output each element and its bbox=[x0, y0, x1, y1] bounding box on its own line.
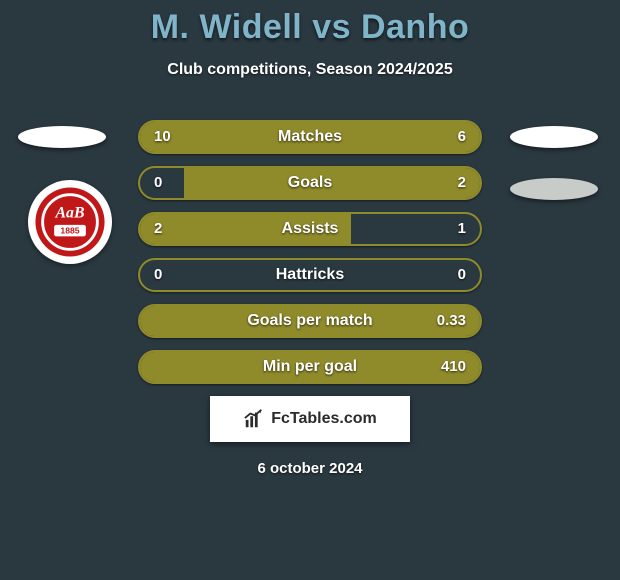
comparison-bars: 106Matches 02Goals 21Assists 00Hattricks 0.3… bbox=[138, 120, 482, 396]
stat-bar: 0.33Goals per match bbox=[138, 304, 482, 338]
stat-bar: 410Min per goal bbox=[138, 350, 482, 384]
stat-bar: 02Goals bbox=[138, 166, 482, 200]
svg-text:1885: 1885 bbox=[60, 226, 79, 236]
attribution-text: FcTables.com bbox=[271, 410, 377, 428]
stat-bar: 21Assists bbox=[138, 212, 482, 246]
stat-bar: 00Hattricks bbox=[138, 258, 482, 292]
date-label: 6 october 2024 bbox=[0, 460, 620, 477]
bar-label: Matches bbox=[140, 122, 480, 152]
page-title: M. Widell vs Danho bbox=[0, 0, 620, 47]
bar-label: Assists bbox=[140, 214, 480, 244]
placeholder-ellipse bbox=[510, 178, 598, 200]
placeholder-ellipse bbox=[18, 126, 106, 148]
bar-label: Hattricks bbox=[140, 260, 480, 290]
bar-label: Goals bbox=[140, 168, 480, 198]
chart-icon bbox=[243, 408, 265, 430]
bar-label: Min per goal bbox=[140, 352, 480, 382]
club-crest-icon: AaB 1885 bbox=[34, 186, 106, 258]
club-badge-left: AaB 1885 bbox=[28, 180, 112, 264]
placeholder-ellipse bbox=[510, 126, 598, 148]
stat-bar: 106Matches bbox=[138, 120, 482, 154]
subtitle: Club competitions, Season 2024/2025 bbox=[0, 61, 620, 79]
bar-label: Goals per match bbox=[140, 306, 480, 336]
attribution-box: FcTables.com bbox=[210, 396, 410, 442]
svg-text:AaB: AaB bbox=[54, 205, 84, 222]
